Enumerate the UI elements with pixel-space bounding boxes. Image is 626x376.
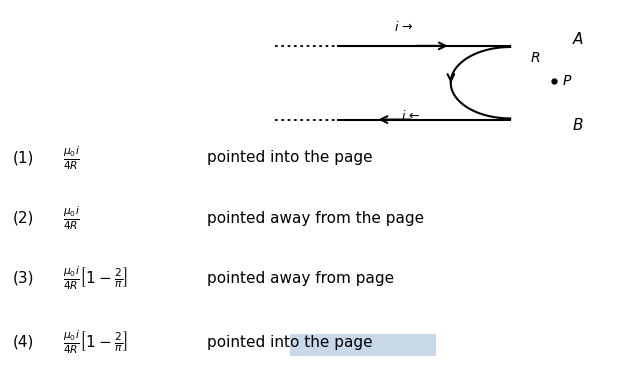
Text: pointed away from the page: pointed away from the page (207, 211, 424, 226)
Text: pointed into the page: pointed into the page (207, 150, 372, 165)
Text: (1): (1) (13, 150, 34, 165)
Text: $i$ ←: $i$ ← (401, 109, 420, 123)
Text: pointed into the page: pointed into the page (207, 335, 372, 350)
Text: $\frac{\mu_0 i}{4R}$: $\frac{\mu_0 i}{4R}$ (63, 144, 80, 172)
Text: pointed away from page: pointed away from page (207, 271, 394, 286)
Text: B: B (573, 118, 583, 133)
Text: R: R (530, 51, 540, 65)
FancyBboxPatch shape (290, 334, 436, 356)
Text: $\frac{\mu_0 i}{4R}\left[1-\frac{2}{\pi}\right]$: $\frac{\mu_0 i}{4R}\left[1-\frac{2}{\pi}… (63, 328, 128, 356)
Text: (4): (4) (13, 335, 34, 350)
Text: A: A (573, 32, 583, 47)
Text: P: P (562, 74, 570, 88)
Text: $i$ →: $i$ → (394, 20, 414, 34)
Text: (3): (3) (13, 271, 34, 286)
Text: $\frac{\mu_0 i}{4R}\left[1-\frac{2}{\pi}\right]$: $\frac{\mu_0 i}{4R}\left[1-\frac{2}{\pi}… (63, 264, 128, 292)
Text: $\frac{\mu_0 i}{4R}$: $\frac{\mu_0 i}{4R}$ (63, 204, 80, 232)
Text: (2): (2) (13, 211, 34, 226)
